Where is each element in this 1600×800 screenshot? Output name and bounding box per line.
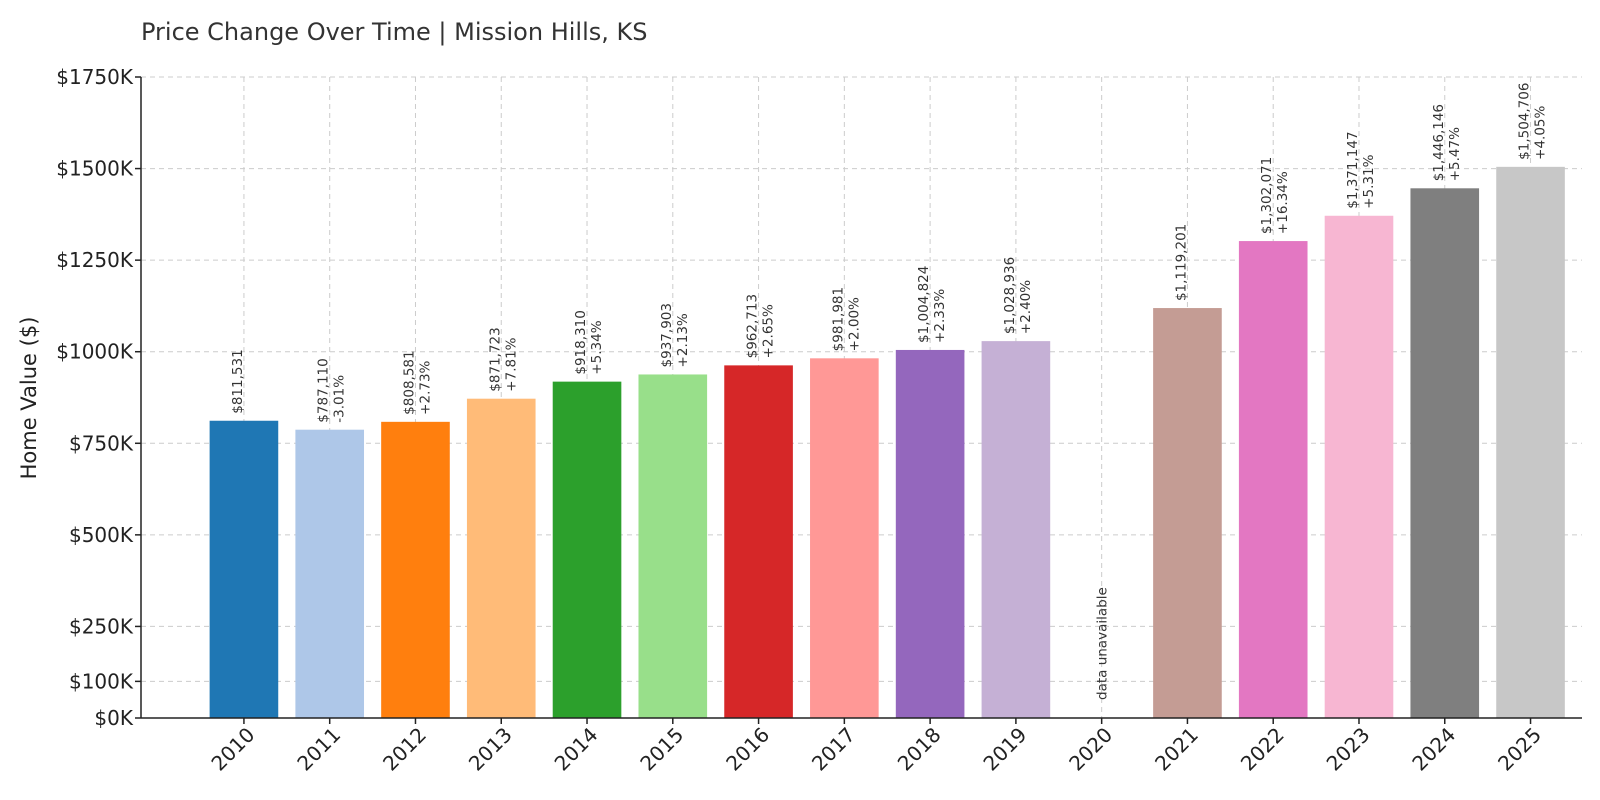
- missing-data-label: data unavailable: [1095, 587, 1111, 700]
- x-tick-label: 2010: [206, 723, 259, 776]
- bar-value-label: $918,310: [573, 310, 589, 374]
- bar-2011: [295, 429, 365, 718]
- bar-value-label: $937,903: [659, 303, 675, 367]
- bar-2010: [209, 420, 279, 718]
- y-tick-label: $1500K: [56, 157, 134, 181]
- y-tick-labels: $0K $100K $250K $500K $750K $1000K $1250K $1500…: [56, 65, 134, 730]
- bar-value-label: $1,119,201: [1173, 224, 1189, 301]
- bar-change-label: +5.47%: [1447, 127, 1463, 181]
- bar-2014: [552, 381, 622, 718]
- bar-2018: [895, 349, 965, 718]
- x-tick-label: 2016: [721, 723, 774, 776]
- axes: [135, 76, 1582, 724]
- x-tick-label: 2018: [893, 723, 946, 776]
- y-tick-label: $750K: [69, 431, 134, 455]
- bar-value-label: $1,446,146: [1431, 104, 1447, 181]
- y-tick-label: $250K: [69, 614, 134, 638]
- bar-value-label: $787,110: [316, 358, 332, 422]
- bar-2017: [810, 358, 879, 718]
- y-tick-label: $1250K: [56, 248, 134, 272]
- bar-2013: [466, 398, 536, 718]
- y-tick-label: $1750K: [56, 65, 134, 89]
- bar-change-label: +2.40%: [1018, 280, 1034, 334]
- x-tick-label: 2017: [807, 723, 860, 776]
- bar-value-label: $871,723: [487, 327, 503, 391]
- x-tick-label: 2014: [550, 723, 603, 776]
- bar-value-label: $962,713: [745, 294, 761, 358]
- x-tick-label: 2023: [1322, 723, 1375, 776]
- bar-2012: [381, 421, 450, 718]
- x-tick-label: 2022: [1236, 723, 1289, 776]
- y-tick-label: $0K: [94, 706, 133, 730]
- bar-value-label: $1,004,824: [916, 266, 932, 343]
- bar-change-label: +5.31%: [1361, 154, 1377, 208]
- bar-value-label: $811,531: [230, 349, 246, 413]
- bar-2024: [1410, 188, 1480, 719]
- x-tick-label: 2013: [464, 723, 517, 776]
- y-tick-label: $100K: [69, 669, 134, 693]
- chart-title: Price Change Over Time | Mission Hills, …: [141, 18, 647, 46]
- x-tick-label: 2015: [635, 723, 688, 776]
- y-axis-label: Home Value ($): [17, 317, 41, 480]
- bar-change-label: +16.34%: [1275, 171, 1291, 234]
- bar-change-label: +2.13%: [675, 313, 691, 367]
- bar-labels: $811,531 $787,110 -3.01% $808,581 +2.73% $871…: [230, 83, 1549, 700]
- bar-change-label: +2.00%: [846, 297, 862, 351]
- bar-value-label: $1,371,147: [1345, 131, 1361, 208]
- bar-value-label: $981,981: [830, 287, 846, 351]
- bar-value-label: $808,581: [401, 350, 417, 414]
- x-tick-label: 2024: [1407, 723, 1460, 776]
- bar-2023: [1324, 215, 1394, 719]
- bar-2022: [1238, 241, 1308, 718]
- bar-2016: [724, 365, 793, 718]
- bar-value-label: $1,302,071: [1259, 157, 1275, 234]
- x-tick-labels: 2010 2011 2012 2013 2014 2015 2016 2017 2018 2019…: [206, 723, 1546, 776]
- bar-value-label: $1,504,706: [1517, 83, 1533, 160]
- x-tick-label: 2011: [292, 723, 345, 776]
- bar-2021: [1153, 308, 1222, 718]
- x-tick-label: 2019: [978, 723, 1031, 776]
- bar-2015: [638, 374, 708, 718]
- bar-change-label: +7.81%: [503, 337, 519, 391]
- bar-2019: [981, 341, 1051, 718]
- bar-2025: [1496, 166, 1565, 719]
- x-tick-label: 2020: [1064, 723, 1117, 776]
- bars: [209, 166, 1565, 719]
- x-tick-label: 2012: [378, 723, 431, 776]
- bar-change-label: +4.05%: [1533, 105, 1549, 159]
- y-tick-label: $1000K: [56, 340, 134, 364]
- x-tick-label: 2025: [1493, 723, 1546, 776]
- bar-value-label: $1,028,936: [1002, 257, 1018, 334]
- bar-change-label: +2.73%: [417, 360, 433, 414]
- y-tick-label: $500K: [69, 523, 134, 547]
- bar-change-label: +5.34%: [589, 320, 605, 374]
- x-tick-label: 2021: [1150, 723, 1203, 776]
- bar-change-label: +2.65%: [761, 304, 777, 358]
- bar-change-label: -3.01%: [332, 375, 348, 423]
- bar-change-label: +2.33%: [932, 289, 948, 343]
